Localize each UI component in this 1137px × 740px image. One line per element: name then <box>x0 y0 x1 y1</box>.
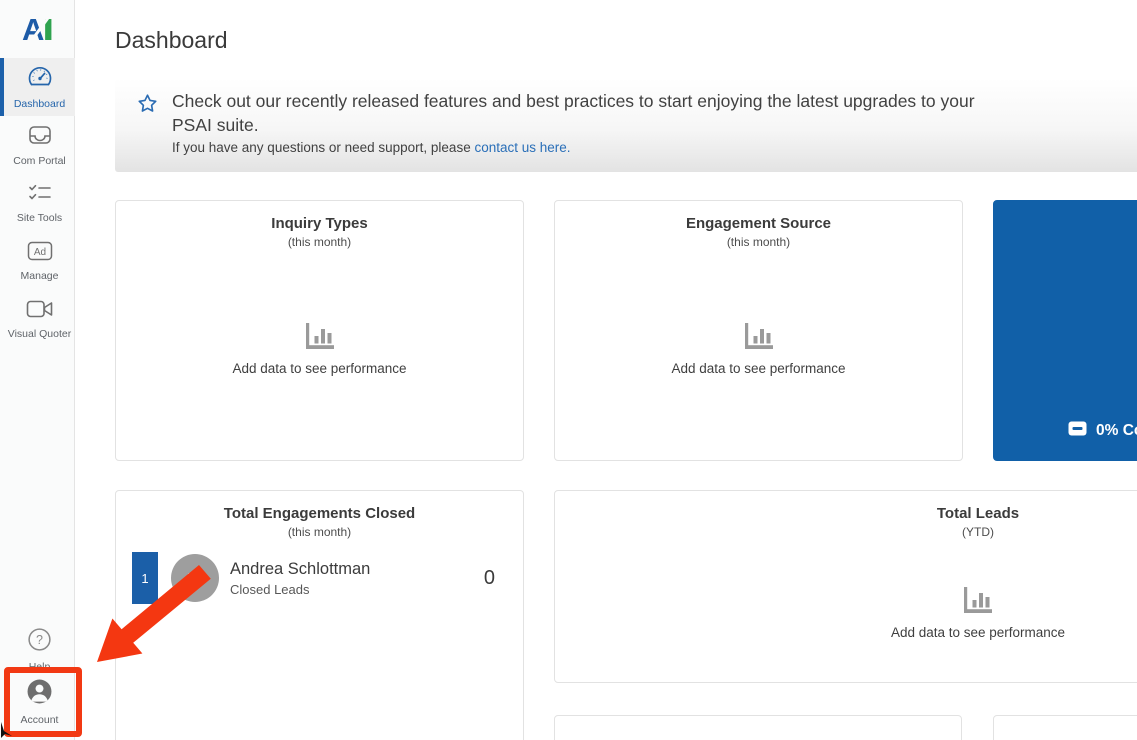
leader-info: Andrea Schlottman Closed Leads <box>230 560 370 597</box>
leader-detail: Closed Leads <box>230 581 310 597</box>
contact-us-link[interactable]: contact us here. <box>474 140 571 156</box>
leaderboard-row: 1 AS Andrea Schlottman Closed Leads 0 <box>132 552 495 604</box>
sidebar-item-label: Site Tools <box>16 211 63 224</box>
sidebar-item-account[interactable]: Account <box>0 676 75 728</box>
card-subtitle: (this month) <box>287 525 352 539</box>
banner-support-text: If you have any questions or need suppor… <box>172 140 571 156</box>
empty-state-text: Add data to see performance <box>671 361 846 376</box>
account-icon <box>26 678 53 710</box>
sidebar-item-label: Visual Quoter <box>7 327 72 340</box>
sidebar-item-help[interactable]: ? Help <box>0 627 75 673</box>
empty-chart-placeholder: Add data to see performance <box>116 323 523 376</box>
conversion-metric-card: 0% Co <box>993 200 1137 461</box>
card-title: Engagement Source <box>685 215 832 232</box>
partial-card <box>993 715 1137 740</box>
empty-state-text: Add data to see performance <box>232 361 407 376</box>
bar-chart-icon <box>305 323 335 353</box>
avatar: AS <box>171 554 219 602</box>
metric-label: 0% Co <box>1096 422 1137 439</box>
partial-card <box>554 715 962 740</box>
sidebar-item-label: Dashboard <box>13 97 66 110</box>
card-subtitle: (this month) <box>287 235 352 249</box>
empty-chart-placeholder: Add data to see performance <box>555 323 962 376</box>
card-title: Inquiry Types <box>271 215 368 232</box>
app-logo[interactable]: A I <box>0 8 75 52</box>
sidebar-item-com-portal[interactable]: Com Portal <box>0 116 75 174</box>
inbox-icon <box>27 124 53 151</box>
total-engagements-closed-card: Total Engagements Closed (this month) 1 … <box>115 490 524 740</box>
help-icon: ? <box>27 627 52 657</box>
sidebar-nav: Dashboard Com Portal <box>0 58 75 348</box>
star-icon <box>137 93 158 119</box>
engagement-source-card: Engagement Source (this month) Add data … <box>554 200 963 461</box>
metric-row: 0% Co <box>1068 421 1137 441</box>
inquiry-types-card: Inquiry Types (this month) Add data to s… <box>115 200 524 461</box>
sidebar-item-label: Manage <box>20 269 59 282</box>
sidebar-item-label: Account <box>20 714 59 726</box>
checklist-icon <box>28 183 52 208</box>
sidebar-item-label: Com Portal <box>13 154 66 167</box>
sidebar-item-visual-quoter[interactable]: Visual Quoter <box>0 290 75 348</box>
gauge-icon <box>27 65 53 94</box>
sidebar-item-manage[interactable]: Ad Manage <box>0 232 75 290</box>
video-camera-icon <box>26 299 54 324</box>
empty-state-text: Add data to see performance <box>890 625 1066 640</box>
sidebar-item-site-tools[interactable]: Site Tools <box>0 174 75 232</box>
card-title: Total Leads <box>936 505 1020 522</box>
leader-name: Andrea Schlottman <box>230 559 371 578</box>
bar-chart-icon <box>963 587 993 617</box>
card-subtitle: (this month) <box>726 235 791 249</box>
banner-text: Check out our recently released features… <box>172 89 1137 155</box>
page-title: Dashboard <box>115 27 228 53</box>
card-title: Total Engagements Closed <box>223 505 416 522</box>
bar-chart-icon <box>744 323 774 353</box>
ad-icon: Ad <box>27 241 53 266</box>
logo-letter-a: A <box>21 12 44 47</box>
sidebar-item-dashboard[interactable]: Dashboard <box>0 58 75 116</box>
sidebar-item-label: Help <box>28 661 51 673</box>
feature-announcement-banner: Check out our recently released features… <box>115 78 1137 172</box>
card-subtitle: (YTD) <box>962 525 994 539</box>
leader-value: 0 <box>483 566 495 589</box>
card-minus-icon <box>1068 421 1087 441</box>
banner-message-line2: PSAI suite. <box>172 115 259 136</box>
svg-text:Ad: Ad <box>33 247 45 258</box>
total-leads-card: Total Leads (YTD) Add data to see perfor… <box>554 490 1137 683</box>
empty-chart-placeholder: Add data to see performance <box>555 587 1137 640</box>
sidebar: A I Dashboard <box>0 0 75 740</box>
rank-badge: 1 <box>132 552 158 604</box>
svg-text:?: ? <box>36 633 43 647</box>
banner-message-line1: Check out our recently released features… <box>172 91 975 111</box>
